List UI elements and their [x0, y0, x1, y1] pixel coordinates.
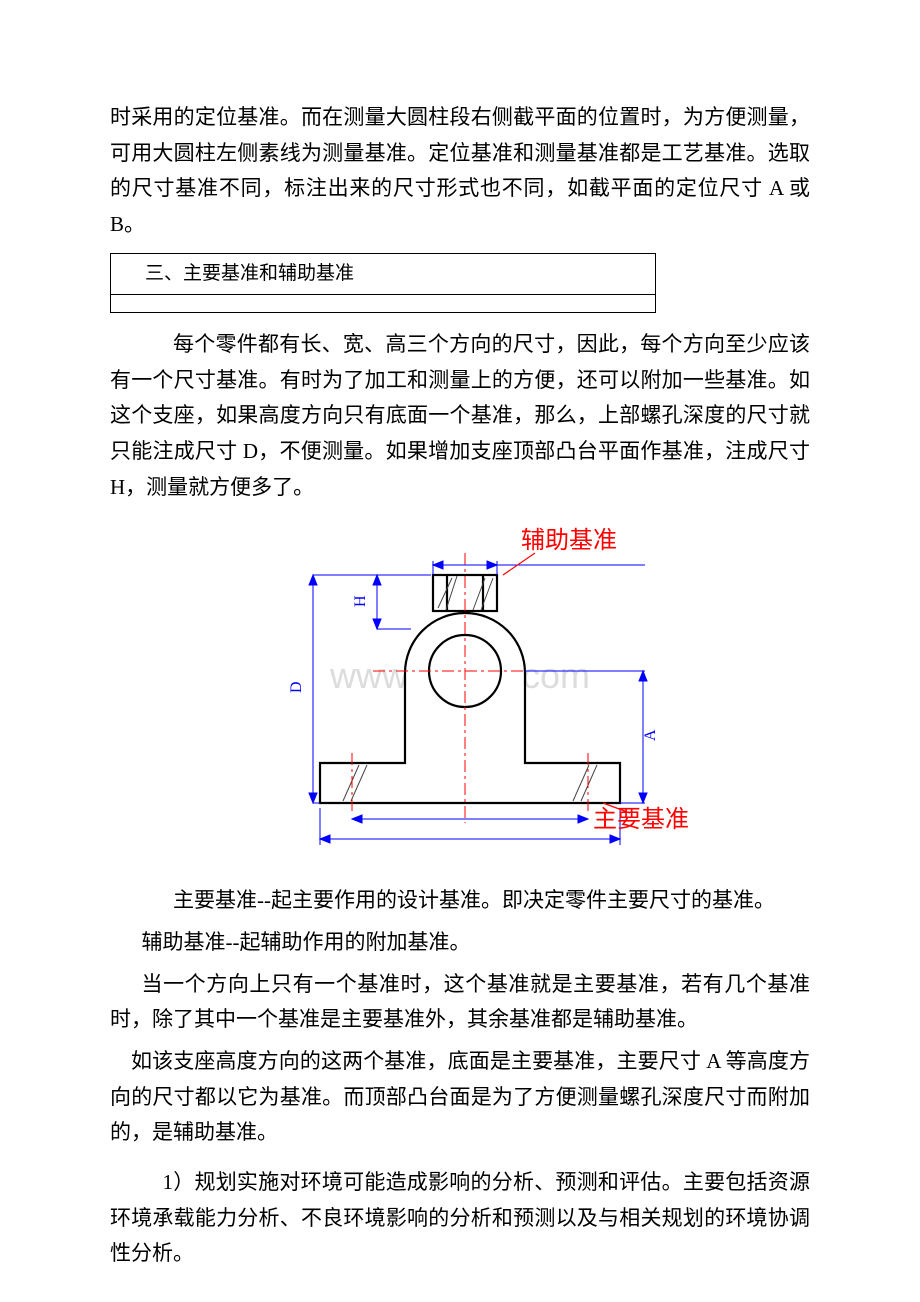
dim-label-H: H — [352, 595, 369, 607]
engineering-figure: www.bdocx.com — [110, 513, 810, 875]
section-title-text: 三、主要基准和辅助基准 — [119, 263, 354, 284]
paragraph-5: 当一个方向上只有一个基准时，这个基准就是主要基准，若有几个基准时，除了其中一个基… — [110, 967, 810, 1038]
paragraph-intro: 时采用的定位基准。而在测量大圆柱段右侧截平面的位置时，为方便测量，可用大圆柱左侧… — [110, 100, 810, 243]
paragraph-3: 主要基准--起主要作用的设计基准。即决定零件主要尺寸的基准。 — [110, 883, 810, 919]
paragraph-7: 1）规划实施对环境可能造成影响的分析、预测和评估。主要包括资源环境承载能力分析、… — [110, 1165, 810, 1272]
dim-label-D: D — [288, 682, 305, 694]
section-title-cell: 三、主要基准和辅助基准 — [111, 253, 656, 294]
aux-leader — [503, 553, 535, 575]
paragraph-4: 辅助基准--起辅助作用的附加基准。 — [110, 925, 810, 961]
main-datum-label: 主要基准 — [593, 806, 689, 833]
section-heading-table: 三、主要基准和辅助基准 — [110, 253, 656, 313]
dim-label-A: A — [642, 729, 659, 741]
aux-datum-label: 辅助基准 — [521, 527, 617, 554]
section-empty-cell — [111, 295, 656, 313]
paragraph-6: 如该支座高度方向的这两个基准，底面是主要基准，主要尺寸 A 等高度方向的尺寸都以… — [110, 1044, 810, 1151]
paragraph-2: 每个零件都有长、宽、高三个方向的尺寸，因此，每个方向至少应该有一个尺寸基准。有时… — [110, 327, 810, 505]
